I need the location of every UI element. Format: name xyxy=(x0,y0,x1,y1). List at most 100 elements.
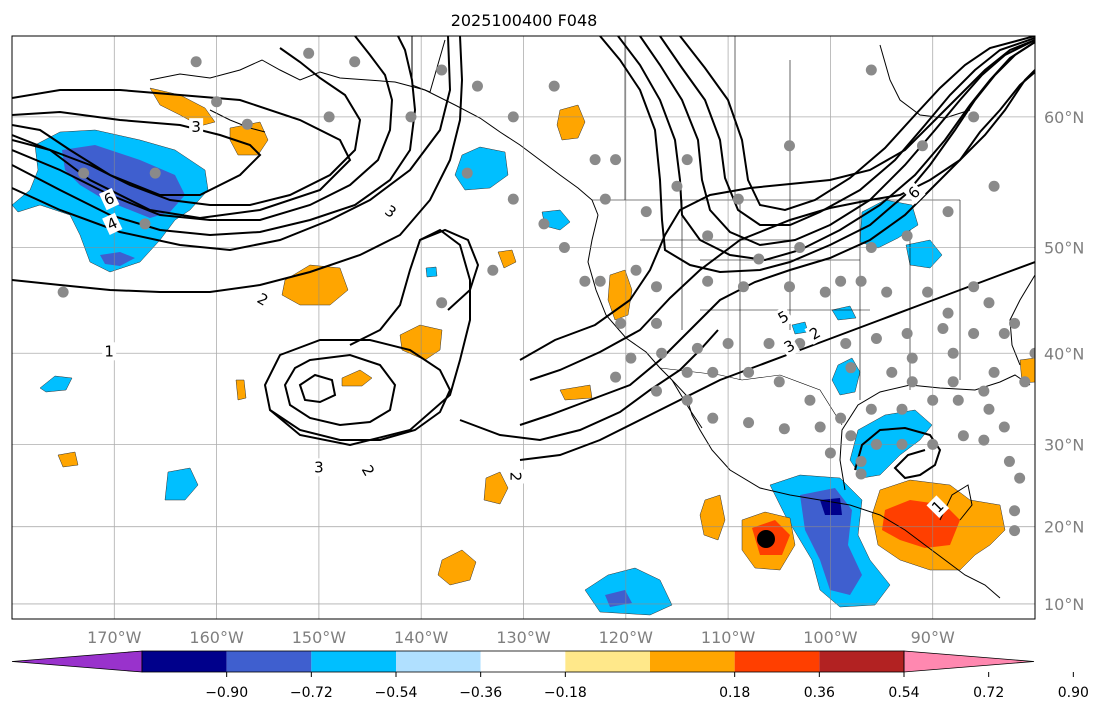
colorbar-tick-label: −0.72 xyxy=(290,685,333,701)
station-marker-icon xyxy=(835,412,847,424)
station-marker-icon xyxy=(1014,472,1026,484)
map-frame xyxy=(11,35,1036,620)
negative-anomaly-region xyxy=(425,266,438,278)
station-marker-icon xyxy=(773,376,785,388)
station-marker-icon xyxy=(978,385,990,397)
latitude-tick-label: 30°N xyxy=(1044,435,1084,454)
coastline-baja xyxy=(671,379,703,429)
station-marker-icon xyxy=(819,286,831,298)
station-marker-icon xyxy=(840,337,852,349)
station-marker-icon xyxy=(610,371,622,383)
station-marker-icon xyxy=(650,317,662,329)
colorbar-box xyxy=(734,651,820,672)
contour-label-mask xyxy=(778,335,801,358)
coastline-alaska xyxy=(149,59,599,216)
contour-line xyxy=(12,36,394,221)
colorbar-tick-label: −0.54 xyxy=(375,685,418,701)
station-marker-icon xyxy=(630,264,642,276)
station-marker-icon xyxy=(681,394,693,406)
station-marker-icon xyxy=(778,423,790,435)
longitude-tick-label: 160°W xyxy=(189,628,244,647)
station-marker-icon xyxy=(901,230,913,242)
station-marker-icon xyxy=(548,80,560,92)
contour-label-mask xyxy=(804,322,826,345)
colorbar-tick-label: 0.90 xyxy=(1058,685,1089,701)
positive-anomaly-region xyxy=(497,249,517,269)
positive-anomaly-region xyxy=(341,369,373,387)
latitude-tick-label: 40°N xyxy=(1044,344,1084,363)
station-marker-icon xyxy=(1029,347,1035,359)
colorbar-box xyxy=(819,651,904,672)
station-marker-icon xyxy=(737,281,749,293)
station-marker-icon xyxy=(998,328,1010,340)
contour-label-mask xyxy=(926,495,950,519)
station-marker-icon xyxy=(896,403,908,415)
station-marker-icon xyxy=(650,281,662,293)
station-marker-icon xyxy=(835,275,847,287)
station-marker-icon xyxy=(149,167,161,179)
station-marker-icon xyxy=(436,297,448,309)
station-marker-icon xyxy=(814,421,826,433)
contour-label-mask xyxy=(252,288,274,311)
station-marker-icon xyxy=(594,275,606,287)
station-marker-icon xyxy=(303,47,315,59)
contour-line-mid xyxy=(269,228,471,447)
contour-label-mask xyxy=(356,460,380,482)
longitude-tick-label: 140°W xyxy=(394,628,449,647)
longitude-labels: 170°W 160°W 150°W 140°W 130°W 120°W 110°W 100°W… xyxy=(87,628,955,647)
longitude-tick-label: 150°W xyxy=(292,628,347,647)
station-marker-icon xyxy=(405,111,417,123)
positive-anomaly-region xyxy=(556,104,586,141)
station-marker-icon xyxy=(988,366,1000,378)
station-marker-icon xyxy=(538,218,550,230)
station-marker-icon xyxy=(865,403,877,415)
station-marker-icon xyxy=(691,342,703,354)
station-marker-icon xyxy=(937,322,949,334)
negative-anomaly-region xyxy=(831,305,857,321)
station-markers xyxy=(57,47,1035,537)
station-marker-icon xyxy=(855,275,867,287)
contour-label-mask xyxy=(311,458,326,477)
colorbar-tick-label: −0.36 xyxy=(459,685,502,701)
station-marker-icon xyxy=(461,167,473,179)
colorbar-box xyxy=(311,651,396,672)
station-marker-icon xyxy=(640,206,652,218)
contour-line xyxy=(599,36,1035,274)
contour-label-mask xyxy=(102,212,123,235)
longitude-tick-label: 100°W xyxy=(803,628,858,647)
station-marker-icon xyxy=(1009,525,1021,537)
station-marker-icon xyxy=(743,417,755,429)
station-marker-icon xyxy=(845,362,857,374)
negative-anomaly-core xyxy=(800,488,862,595)
coastline-east xyxy=(1009,274,1035,366)
colorbar-box xyxy=(396,651,481,672)
colorbar-box xyxy=(565,651,650,672)
station-marker-icon xyxy=(78,167,90,179)
station-marker-icon xyxy=(323,111,335,123)
contour-line-3 xyxy=(519,71,1035,426)
contour-line xyxy=(12,110,262,196)
longitude-tick-label: 90°W xyxy=(911,628,955,647)
contour-line-mid xyxy=(459,329,719,442)
station-marker-icon xyxy=(942,206,954,218)
station-marker-icon xyxy=(968,111,980,123)
contour-line xyxy=(12,36,464,293)
colorbar-labels: −0.90 −0.72 −0.54 −0.36 −0.18 0.18 0.36 0.54 0.7… xyxy=(205,672,1089,701)
station-marker-icon xyxy=(610,154,622,166)
colorbar-box xyxy=(650,651,735,672)
station-marker-icon xyxy=(855,468,867,480)
station-marker-icon xyxy=(886,366,898,378)
station-marker-icon xyxy=(707,366,719,378)
station-marker-icon xyxy=(865,64,877,76)
station-marker-icon xyxy=(702,275,714,287)
station-marker-icon xyxy=(732,193,744,205)
station-marker-icon xyxy=(881,286,893,298)
contour-line-1-south xyxy=(519,261,1035,461)
contour-label-mask xyxy=(99,187,120,211)
contour-line xyxy=(659,36,1035,226)
station-marker-icon xyxy=(681,154,693,166)
contour-line-1-south xyxy=(854,426,942,480)
coastline-yucatan xyxy=(939,484,973,521)
longitude-tick-label: 130°W xyxy=(496,628,551,647)
